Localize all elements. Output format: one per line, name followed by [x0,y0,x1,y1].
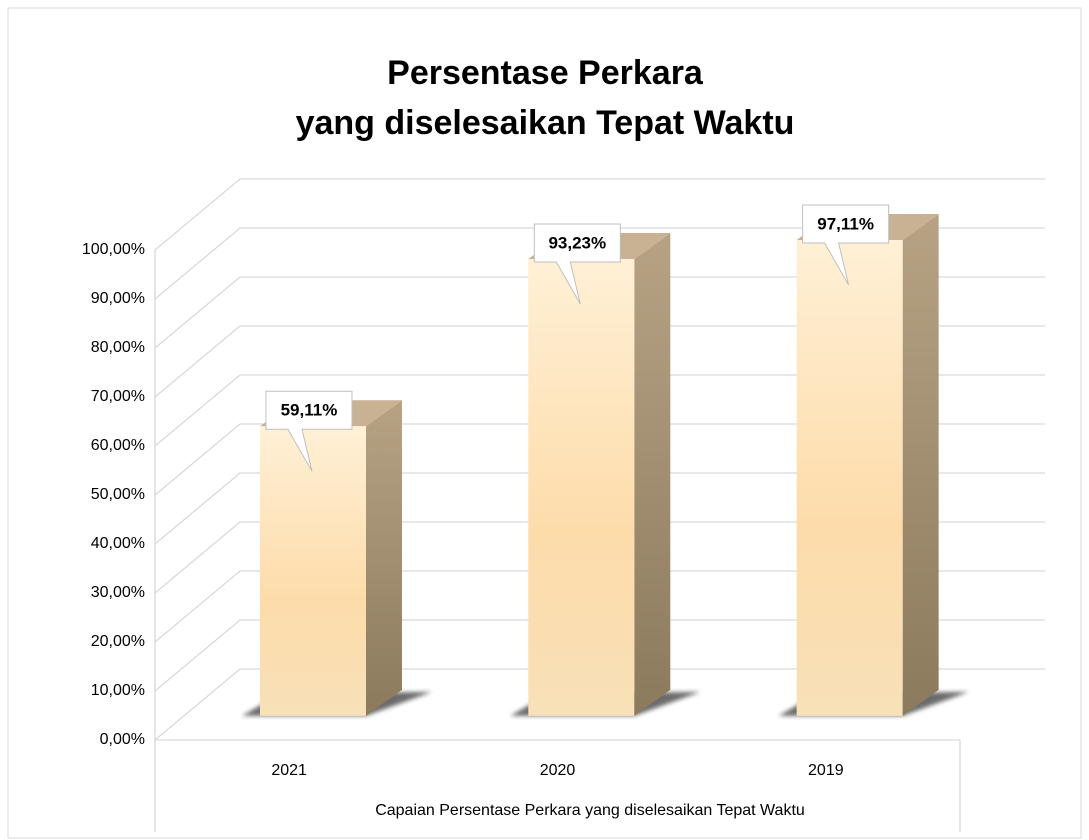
grid-line [154,668,1045,741]
y-tick-label: 30,00% [91,584,145,601]
category-axis-box [154,739,961,832]
bar [259,426,366,716]
y-tick-label: 90,00% [91,290,145,307]
data-label: 59,11% [281,401,338,420]
y-tick-label: 0,00% [100,731,145,748]
grid-line [154,619,1045,692]
grid-line [154,227,1045,300]
bar-side [902,214,939,716]
bar-side [634,233,671,716]
data-label-callout [802,204,890,286]
y-tick-label: 20,00% [91,633,145,650]
chart-title: Persentase Perkara [387,54,704,92]
y-tick-label: 70,00% [91,388,145,405]
data-label: 93,23% [548,234,606,253]
grid-line [154,521,1045,594]
data-label-callout [265,390,353,472]
x-tick-label: 2020 [540,762,576,779]
chart-title: yang diselesaikan Tepat Waktu [296,104,795,142]
x-axis-title: Capaian Persentase Perkara yang diselesa… [375,802,805,819]
bar [528,259,635,716]
bar-side [365,400,402,716]
grid-line [154,276,1045,349]
grid-line [154,178,1045,251]
y-tick-label: 80,00% [91,339,145,356]
y-tick-label: 10,00% [91,682,145,699]
x-tick-label: 2021 [271,762,307,779]
grid-line [154,570,1045,643]
grid-line [154,374,1045,447]
y-tick-label: 60,00% [91,437,145,454]
bar [796,240,903,716]
data-label-callout [533,223,621,305]
y-tick-label: 40,00% [91,535,145,552]
x-tick-label: 2019 [808,762,844,779]
y-tick-label: 50,00% [91,486,145,503]
grid-line [154,472,1045,545]
y-tick-label: 100,00% [82,241,145,258]
grid-line [154,325,1045,398]
grid-line [154,423,1045,496]
data-label: 97,11% [817,215,874,234]
